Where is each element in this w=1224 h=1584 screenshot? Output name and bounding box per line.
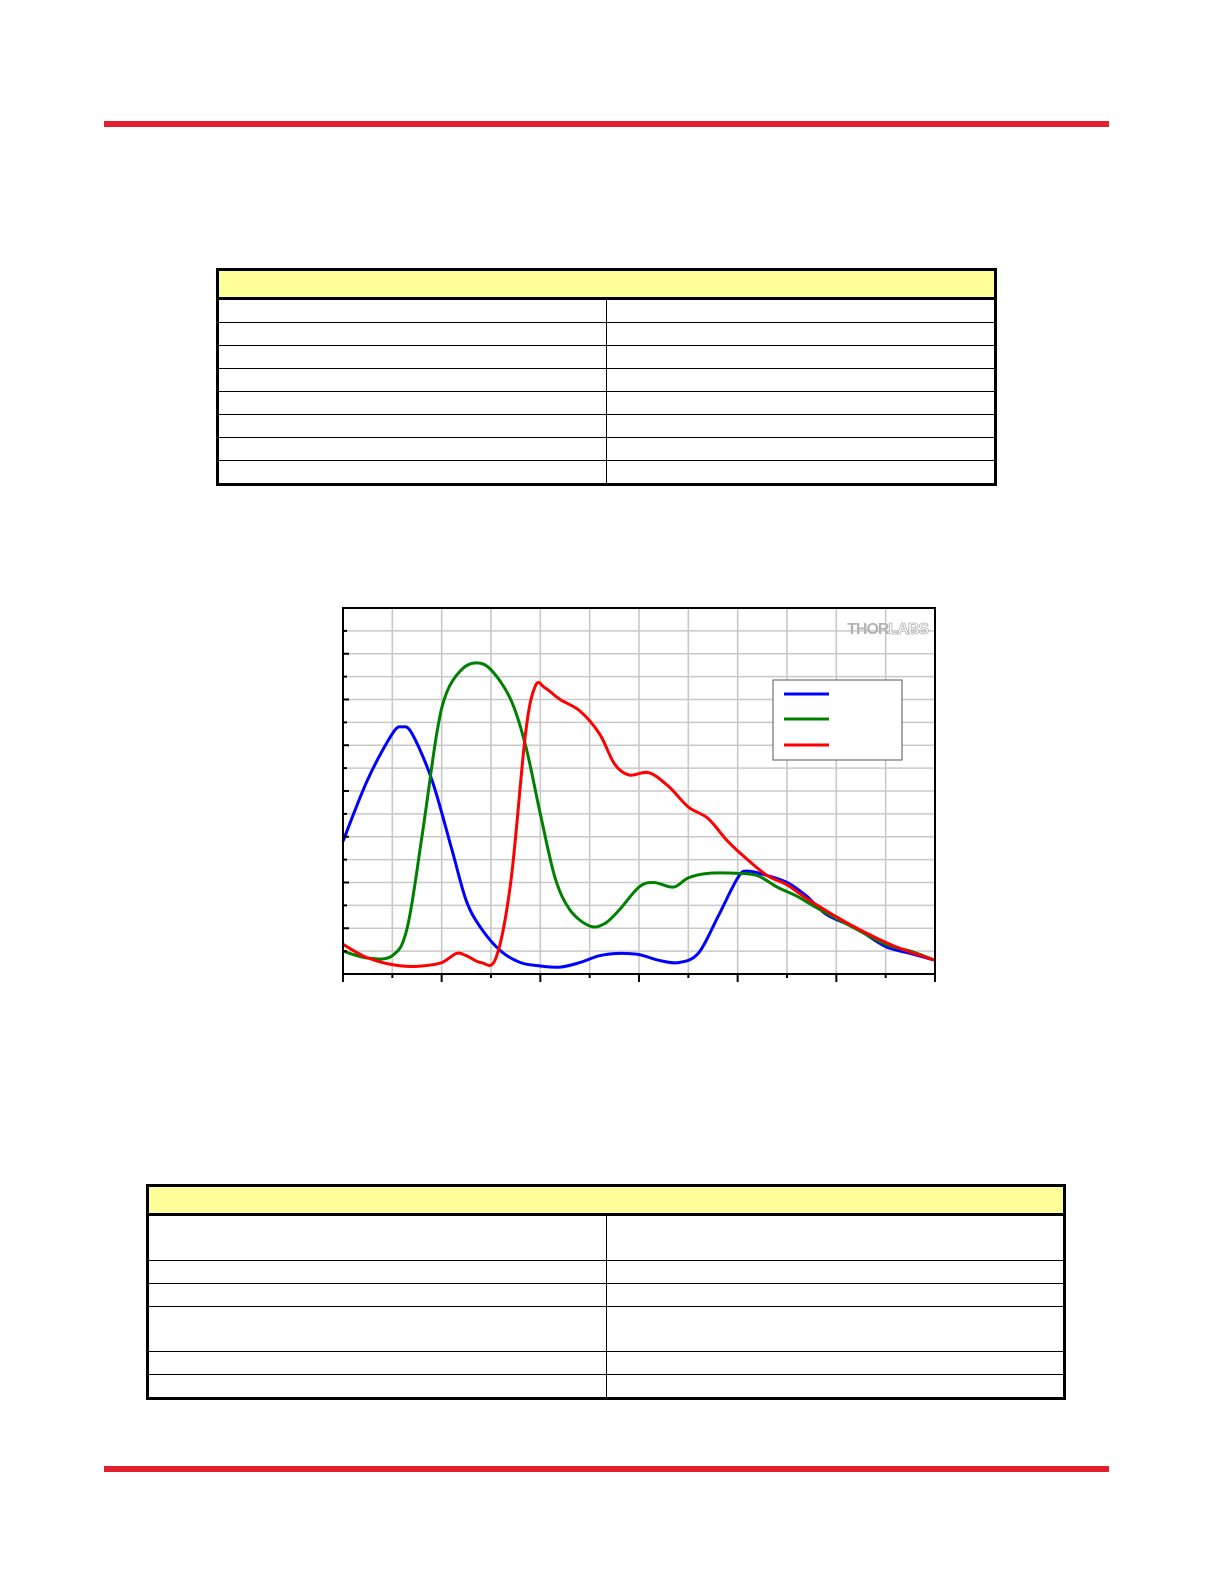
chart-series bbox=[341, 661, 936, 969]
table-row bbox=[217, 322, 996, 346]
table-cell bbox=[605, 1260, 1065, 1284]
table-row bbox=[147, 1283, 1065, 1307]
specs-table bbox=[216, 268, 997, 486]
table-cell bbox=[605, 1374, 1065, 1399]
table-row bbox=[217, 414, 996, 438]
footer-rule bbox=[104, 1466, 1109, 1472]
table-cell bbox=[217, 345, 607, 369]
table-cell bbox=[147, 1374, 607, 1399]
table-cell bbox=[147, 1214, 607, 1261]
chart-legend bbox=[772, 679, 903, 761]
table-cell bbox=[606, 368, 996, 392]
table-row bbox=[147, 1374, 1065, 1399]
series-line-red bbox=[342, 681, 936, 968]
table-row bbox=[217, 460, 996, 485]
table-cell bbox=[606, 391, 996, 415]
table-row bbox=[147, 1351, 1065, 1375]
series-line-blue bbox=[341, 725, 936, 969]
logo-text-labs: LABS bbox=[888, 621, 929, 638]
header-rule bbox=[104, 121, 1109, 127]
specs-table-2 bbox=[146, 1184, 1066, 1400]
spectrum-chart: THORLABS bbox=[341, 607, 936, 982]
chart-grid bbox=[343, 608, 935, 974]
table-cell bbox=[217, 437, 607, 461]
table-cell bbox=[605, 1283, 1065, 1307]
table-cell bbox=[147, 1283, 607, 1307]
chart-axes bbox=[342, 607, 936, 982]
table-cell bbox=[217, 414, 607, 438]
table-cell bbox=[147, 1260, 607, 1284]
svg-text:THORLABS: THORLABS bbox=[847, 621, 929, 638]
table-cell bbox=[606, 298, 996, 323]
table-cell bbox=[217, 298, 607, 323]
logo-text-thor: THOR bbox=[847, 621, 890, 638]
table-cell bbox=[217, 460, 607, 485]
specs-table-header bbox=[217, 269, 996, 300]
table-row bbox=[147, 1214, 1065, 1261]
table-cell bbox=[605, 1214, 1065, 1261]
table-cell bbox=[217, 391, 607, 415]
table-cell bbox=[606, 322, 996, 346]
table-cell bbox=[147, 1351, 607, 1375]
table-row bbox=[217, 437, 996, 461]
table-cell bbox=[605, 1306, 1065, 1352]
table-row bbox=[147, 1306, 1065, 1352]
table-row bbox=[147, 1260, 1065, 1284]
table-cell bbox=[147, 1306, 607, 1352]
table-cell bbox=[217, 322, 607, 346]
table-cell bbox=[606, 460, 996, 485]
series-line-green bbox=[342, 661, 936, 962]
table-cell bbox=[606, 414, 996, 438]
table-cell bbox=[606, 437, 996, 461]
thorlabs-logo: THORLABS bbox=[847, 621, 931, 639]
table-cell bbox=[217, 368, 607, 392]
specs-table-2-header bbox=[147, 1185, 1065, 1216]
table-row bbox=[217, 298, 996, 323]
table-row bbox=[217, 345, 996, 369]
table-cell bbox=[606, 345, 996, 369]
table-row bbox=[217, 368, 996, 392]
table-cell bbox=[605, 1351, 1065, 1375]
table-row bbox=[217, 391, 996, 415]
